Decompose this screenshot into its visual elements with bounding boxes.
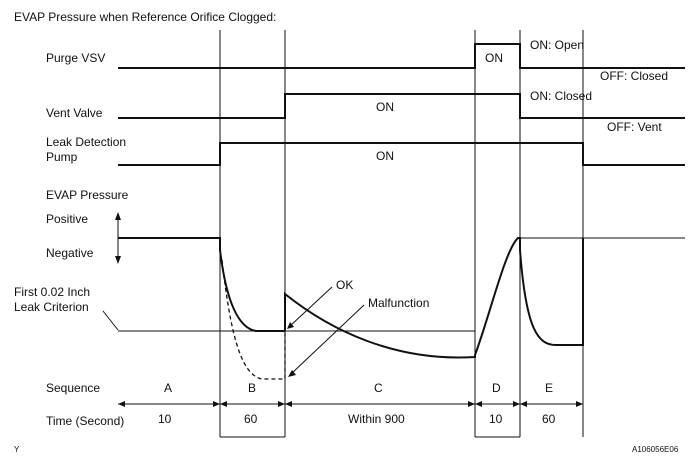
leak-pump-trace bbox=[118, 142, 685, 166]
purge-vsv-trace bbox=[118, 43, 685, 69]
ok-pointer bbox=[289, 286, 333, 327]
footer-left: Y bbox=[14, 445, 20, 454]
criterion-label-2: Leak Criterion bbox=[14, 300, 89, 314]
duration-c: Within 900 bbox=[348, 412, 405, 426]
sequence-label: Sequence bbox=[46, 381, 100, 395]
evap-pressure-label: EVAP Pressure bbox=[46, 188, 129, 202]
phase-d: D bbox=[492, 381, 501, 395]
vent-valve-off-state: OFF: Vent bbox=[607, 120, 662, 134]
criterion-label-1: First 0.02 Inch bbox=[14, 285, 90, 299]
malfunction-pointer bbox=[290, 304, 365, 375]
leak-pump-label-2: Pump bbox=[46, 150, 78, 164]
footer-right: A106056E06 bbox=[632, 445, 679, 454]
malfunction-curve bbox=[221, 259, 286, 380]
criterion-pointer bbox=[102, 310, 119, 331]
time-label: Time (Second) bbox=[46, 414, 124, 428]
phase-e: E bbox=[545, 381, 553, 395]
duration-d: 10 bbox=[489, 412, 503, 426]
leak-pump-label-1: Leak Detection bbox=[46, 135, 126, 149]
malfunction-label: Malfunction bbox=[368, 296, 429, 310]
vent-valve-trace bbox=[118, 93, 685, 119]
phase-a: A bbox=[164, 381, 172, 395]
leak-pump-on: ON bbox=[376, 149, 394, 163]
phase-boundaries bbox=[219, 30, 584, 437]
diagram-title: EVAP Pressure when Reference Orifice Clo… bbox=[14, 10, 276, 24]
vent-valve-on-state: ON: Closed bbox=[530, 89, 592, 103]
purge-vsv-on: ON bbox=[485, 51, 503, 65]
vent-valve-label: Vent Valve bbox=[46, 106, 103, 120]
purge-vsv-on-state: ON: Open bbox=[530, 38, 584, 52]
purge-vsv-label: Purge VSV bbox=[46, 51, 105, 65]
positive-label: Positive bbox=[46, 212, 88, 226]
duration-b: 60 bbox=[244, 412, 258, 426]
time-arrows bbox=[118, 401, 583, 407]
negative-label: Negative bbox=[46, 246, 94, 260]
vent-valve-on: ON bbox=[376, 100, 394, 114]
evap-pressure-curve bbox=[118, 237, 584, 359]
purge-vsv-off-state: OFF: Closed bbox=[600, 69, 668, 83]
phase-c: C bbox=[374, 381, 383, 395]
ok-label: OK bbox=[336, 278, 353, 292]
duration-a: 10 bbox=[158, 412, 172, 426]
duration-e: 60 bbox=[542, 412, 556, 426]
phase-b: B bbox=[248, 381, 256, 395]
